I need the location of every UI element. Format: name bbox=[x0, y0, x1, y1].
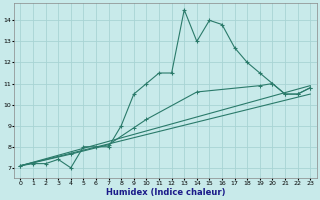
X-axis label: Humidex (Indice chaleur): Humidex (Indice chaleur) bbox=[106, 188, 225, 197]
